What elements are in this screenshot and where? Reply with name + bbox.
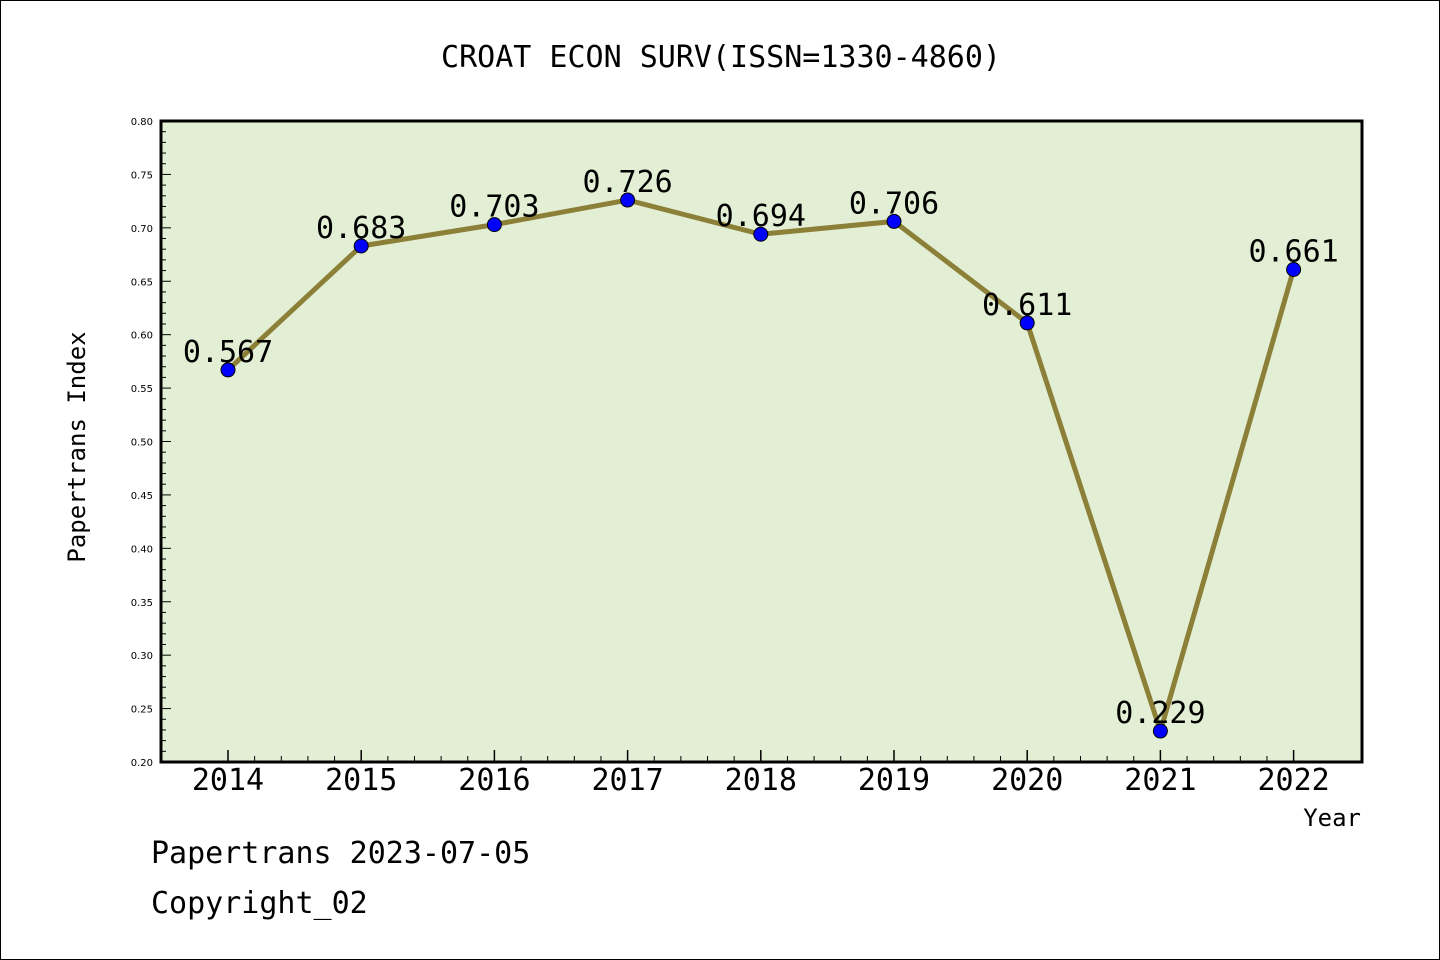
data-label: 0.694 [716, 199, 806, 234]
x-tick-label: 2020 [991, 763, 1063, 798]
y-axis-label: Papertrans Index [63, 331, 91, 562]
y-tick-label: 0.30 [131, 651, 153, 662]
y-tick-label: 0.25 [131, 705, 153, 716]
x-tick-label: 2019 [858, 763, 930, 798]
x-tick-label: 2018 [725, 763, 797, 798]
data-points [220, 192, 1302, 739]
y-tick-label: 0.60 [131, 331, 153, 342]
y-tick-label: 0.80 [131, 117, 153, 128]
y-tick-label: 0.50 [131, 438, 153, 449]
data-point [1152, 723, 1168, 739]
data-labels: 0.567 0.683 0.703 0.726 0.694 0.706 0.611 0.229… [183, 165, 1339, 731]
data-point [486, 217, 502, 233]
data-label: 0.703 [449, 190, 539, 225]
x-tick-label: 2014 [192, 763, 264, 798]
data-point [620, 192, 636, 208]
data-point [1286, 261, 1302, 277]
data-label: 0.706 [849, 186, 939, 221]
data-label: 0.726 [582, 165, 672, 200]
y-tick-label: 0.70 [131, 224, 153, 235]
chart-title: CROAT ECON SURV(ISSN=1330-4860) [441, 40, 1001, 75]
data-point [220, 362, 236, 378]
x-tick-label: 2021 [1124, 763, 1196, 798]
footer-date: Papertrans 2023-07-05 [151, 836, 531, 871]
data-point [1019, 315, 1035, 331]
y-tick-label: 0.65 [131, 277, 153, 288]
data-label: 0.567 [183, 335, 273, 370]
x-axis-label: Year [1303, 804, 1361, 832]
y-tick-label: 0.55 [131, 384, 153, 395]
y-tick-label: 0.35 [131, 598, 153, 609]
x-axis-ticks: 2014 2015 2016 2017 2018 2019 2020 2021 2022 [192, 750, 1330, 798]
x-tick-label: 2017 [591, 763, 663, 798]
data-point [886, 213, 902, 229]
data-label: 0.611 [982, 288, 1072, 323]
x-tick-label: 2016 [458, 763, 530, 798]
x-tick-label: 2015 [325, 763, 397, 798]
y-tick-label: 0.20 [131, 758, 153, 769]
data-label: 0.683 [316, 211, 406, 246]
data-point [753, 226, 769, 242]
y-tick-label: 0.75 [131, 170, 153, 181]
y-tick-label: 0.45 [131, 491, 153, 502]
data-label: 0.661 [1248, 234, 1338, 269]
data-label: 0.229 [1115, 696, 1205, 731]
y-tick-label: 0.40 [131, 544, 153, 555]
data-point [353, 238, 369, 254]
x-tick-label: 2022 [1257, 763, 1329, 798]
footer-copyright: Copyright_02 [151, 886, 368, 921]
y-axis-ticks: 0.20 0.25 0.30 0.35 0.40 0.45 0.50 0.55 0.60 0.65… [131, 117, 171, 769]
